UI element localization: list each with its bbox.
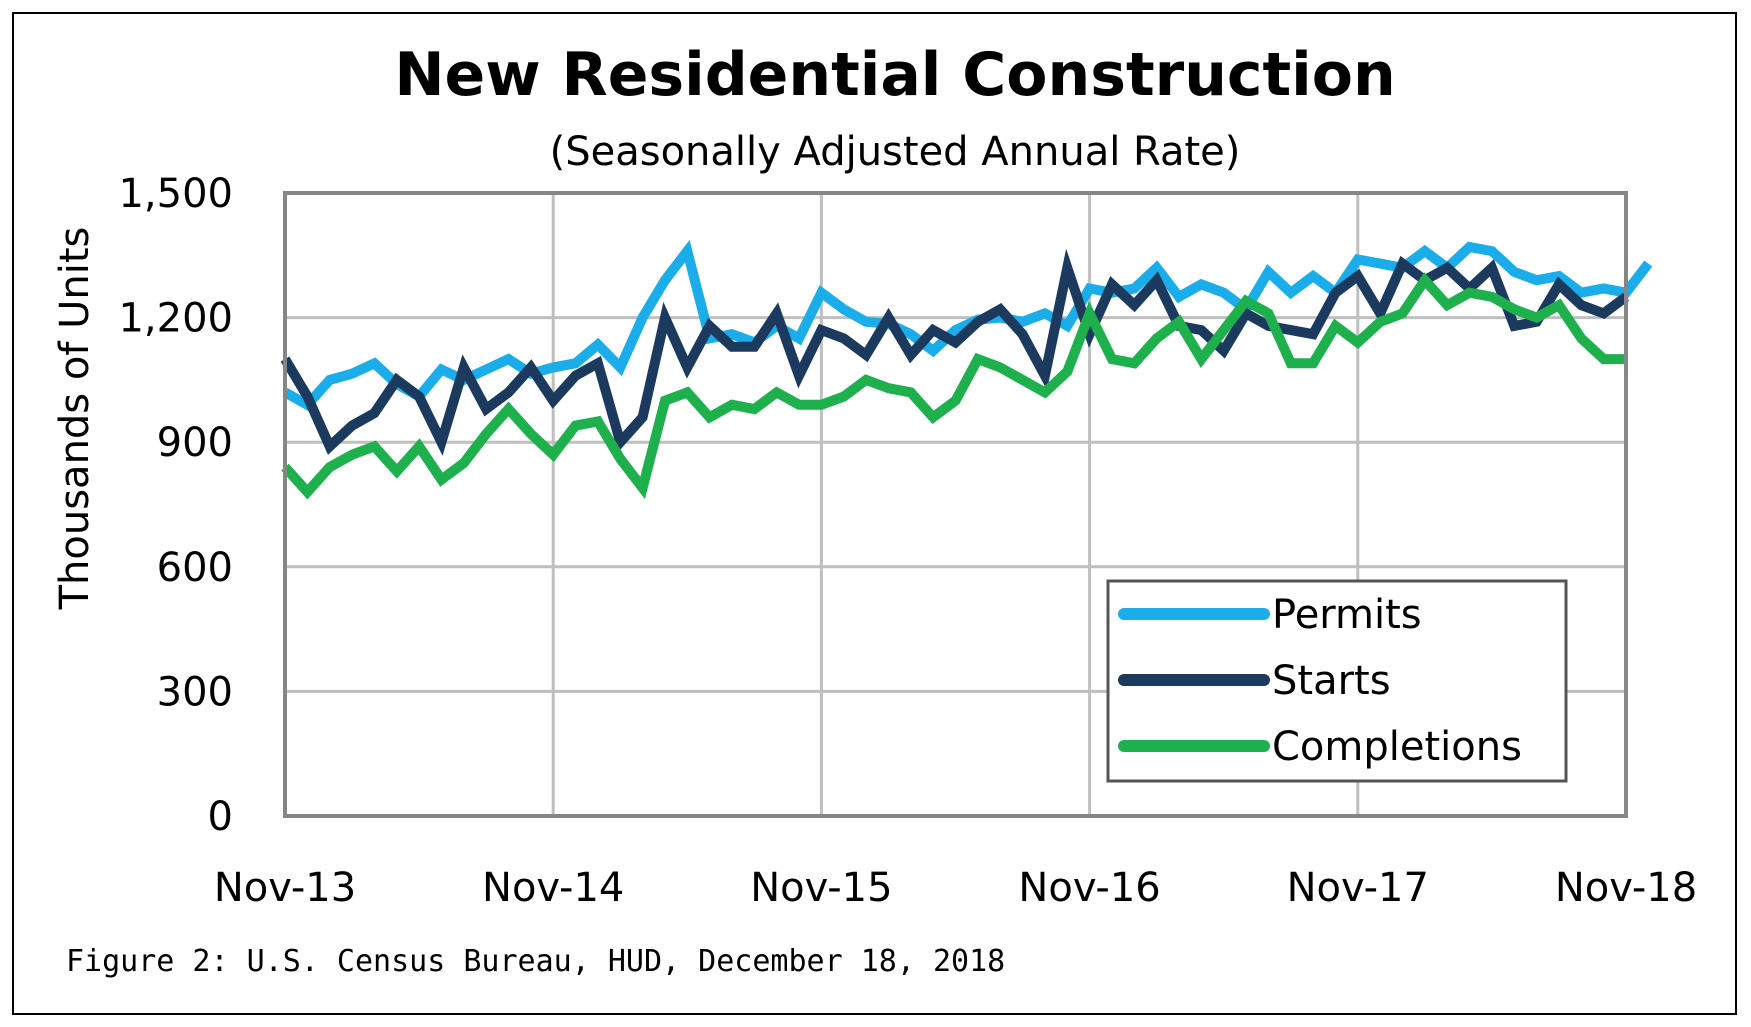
series-line-completions <box>281 272 1626 500</box>
legend-label-completions: Completions <box>1272 724 1522 770</box>
x-tick-label: Nov-17 <box>1287 865 1429 911</box>
y-tick-label: 0 <box>208 794 233 840</box>
chart-title: New Residential Construction <box>394 40 1395 110</box>
legend: Permits Starts Completions <box>1106 579 1568 783</box>
x-tick-label: Nov-15 <box>750 865 892 911</box>
legend-label-permits: Permits <box>1272 592 1422 638</box>
y-tick-label: 1,200 <box>118 296 233 342</box>
series-line-starts <box>280 248 1629 456</box>
y-tick-label: 600 <box>157 545 233 591</box>
x-tick-label: Nov-13 <box>214 865 356 911</box>
chart-subtitle: (Seasonally Adjusted Annual Rate) <box>550 129 1241 175</box>
series-lines <box>280 239 1653 500</box>
y-tick-label: 300 <box>157 669 233 715</box>
x-axis-ticks: Nov-13 Nov-14 Nov-15 Nov-16 Nov-17 Nov-18 <box>214 865 1697 911</box>
y-tick-label: 900 <box>157 420 233 466</box>
y-axis-label: Thousands of Units <box>52 227 98 611</box>
y-axis-ticks: 0 300 600 900 1,200 1,500 <box>118 171 233 840</box>
chart-frame <box>12 12 1737 1015</box>
x-tick-label: Nov-14 <box>482 865 624 911</box>
legend-label-starts: Starts <box>1272 658 1391 704</box>
series-line-permits <box>282 239 1653 412</box>
y-tick-label: 1,500 <box>118 171 233 217</box>
plot-area-border <box>283 191 1628 818</box>
x-tick-label: Nov-18 <box>1555 865 1697 911</box>
source-note: Figure 2: U.S. Census Bureau, HUD, Decem… <box>66 944 1005 979</box>
x-tick-label: Nov-16 <box>1018 865 1160 911</box>
